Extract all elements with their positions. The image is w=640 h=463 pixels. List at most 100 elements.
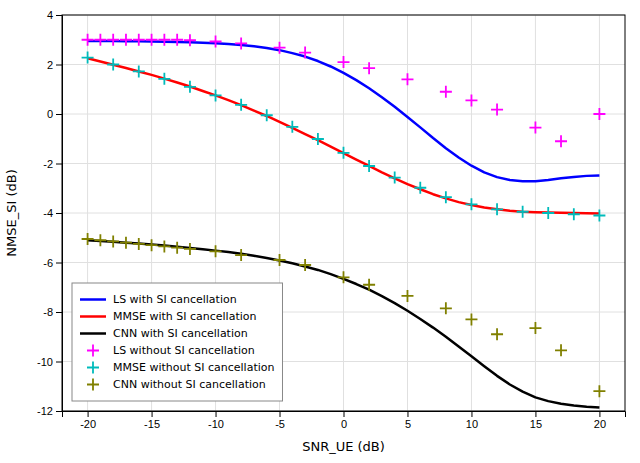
grid: [62, 15, 625, 411]
scatter-point: [465, 313, 477, 325]
x-axis-line: [63, 412, 626, 418]
legend-label: CNN without SI cancellation: [113, 378, 266, 391]
y-tick: -8: [43, 306, 62, 318]
scatter-point: [274, 254, 286, 266]
legend-swatch: [87, 345, 99, 357]
scatter-point: [158, 73, 170, 85]
y-tick-label: -12: [37, 405, 53, 417]
y-tick-label: -10: [37, 356, 53, 368]
x-tick-mark: [471, 411, 472, 417]
scatter-point: [363, 62, 375, 74]
x-tick-mark: [599, 411, 600, 417]
scatter-point: [414, 182, 426, 194]
legend-swatch: [80, 298, 106, 301]
legend-swatch: [87, 362, 99, 374]
scatter-point: [363, 160, 375, 172]
series-line: [88, 58, 600, 213]
scatter-point: [82, 52, 94, 64]
scatter-point: [568, 208, 580, 220]
x-tick-label: -10: [208, 418, 224, 430]
y-tick-label: -6: [43, 257, 53, 269]
chart: -20-15-10-505101520-12-10-8-6-4-2024SNR_…: [0, 0, 640, 463]
scatter-point: [82, 233, 94, 245]
y-tick-mark: [56, 263, 62, 264]
x-axis: -20-15-10-505101520: [63, 411, 626, 430]
x-tick-mark: [280, 411, 281, 417]
y-tick: -6: [43, 257, 62, 269]
y-tick-mark: [56, 213, 62, 214]
x-tick: 10: [466, 411, 478, 430]
x-tick: -10: [208, 411, 224, 430]
legend-swatch: [80, 315, 106, 318]
scatter-point: [363, 279, 375, 291]
scatter-point: [593, 209, 605, 221]
scatter-point: [107, 34, 119, 46]
scatter-point: [107, 235, 119, 247]
scatter-point: [261, 109, 273, 121]
scatter-point: [517, 206, 529, 218]
y-axis-title: NMSE_SI (dB): [4, 169, 19, 256]
y-grid-line: [62, 262, 625, 263]
scatter-point: [235, 37, 247, 49]
x-tick: -5: [275, 411, 285, 430]
x-tick-mark: [152, 411, 153, 417]
scatter-point: [210, 35, 222, 47]
legend-label: CNN with SI cancellation: [113, 327, 248, 340]
scatter-point: [491, 203, 503, 215]
y-tick-label: 4: [47, 9, 53, 21]
scatter-point: [465, 94, 477, 106]
legend-item: LS without SI cancellation: [87, 344, 255, 357]
scatter-point: [555, 135, 567, 147]
x-tick-label: 20: [594, 418, 606, 430]
scatter-point: [389, 172, 401, 184]
x-tick-label: -15: [144, 418, 160, 430]
x-tick: -15: [144, 411, 160, 430]
x-tick-label: 15: [530, 418, 542, 430]
y-tick-mark: [56, 114, 62, 115]
scatter-point: [94, 234, 106, 246]
legend-label: LS with SI cancellation: [113, 293, 237, 306]
x-tick-label: 0: [341, 418, 347, 430]
x-tick: 0: [341, 411, 347, 430]
scatter-point: [94, 34, 106, 46]
scatter-point: [299, 259, 311, 271]
x-tick-mark: [216, 411, 217, 417]
legend: LS with SI cancellation MMSE with SI canc…: [72, 283, 282, 401]
y-tick-mark: [56, 411, 62, 412]
y-tick-mark: [56, 15, 62, 16]
y-tick: -10: [37, 356, 62, 368]
plot-area: [82, 34, 606, 408]
scatter-point: [593, 385, 605, 397]
x-tick-mark: [535, 411, 536, 417]
y-tick-mark: [56, 312, 62, 313]
scatter-point: [529, 122, 541, 134]
scatter-point: [235, 249, 247, 261]
y-tick-mark: [56, 164, 62, 165]
scatter-point: [146, 34, 158, 46]
x-tick-label: -20: [80, 418, 96, 430]
y-tick: 2: [47, 59, 62, 71]
legend-label: MMSE with SI cancellation: [113, 310, 256, 323]
scatter-point: [184, 81, 196, 93]
legend-label: MMSE without SI cancellation: [113, 361, 275, 374]
y-tick: -4: [43, 207, 62, 219]
scatter-point: [491, 328, 503, 340]
x-tick-label: -5: [275, 418, 285, 430]
x-tick: -20: [80, 411, 96, 430]
y-tick: -12: [37, 405, 62, 417]
scatter-point: [146, 239, 158, 251]
scatter-point: [171, 34, 183, 46]
scatter-point: [440, 86, 452, 98]
scatter-point: [133, 238, 145, 250]
scatter-point: [401, 290, 413, 302]
y-tick: -2: [43, 158, 62, 170]
scatter-point: [107, 59, 119, 71]
legend-item: MMSE without SI cancellation: [87, 361, 275, 374]
scatter-point: [312, 133, 324, 145]
scatter-point: [120, 34, 132, 46]
y-grid-line: [62, 114, 625, 115]
x-tick-label: 10: [466, 418, 478, 430]
y-grid-line: [62, 163, 625, 164]
x-tick-mark: [88, 411, 89, 417]
scatter-point: [235, 99, 247, 111]
